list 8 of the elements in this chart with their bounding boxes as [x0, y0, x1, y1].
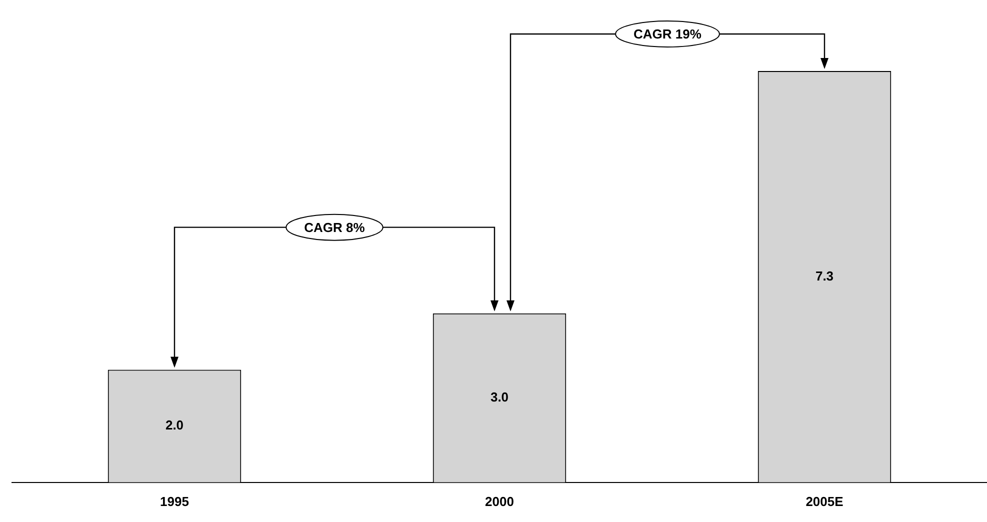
x-tick-label: 1995 — [160, 494, 189, 509]
data-label: 3.0 — [490, 389, 509, 404]
data-label: 7.3 — [815, 268, 834, 284]
x-tick-label: 2005E — [806, 494, 844, 509]
data-label: 2.0 — [165, 418, 184, 433]
x-tick-label: 2000 — [485, 494, 514, 509]
annotation: CAGR 8% — [304, 220, 366, 235]
text: CAGR 19% — [634, 26, 702, 42]
